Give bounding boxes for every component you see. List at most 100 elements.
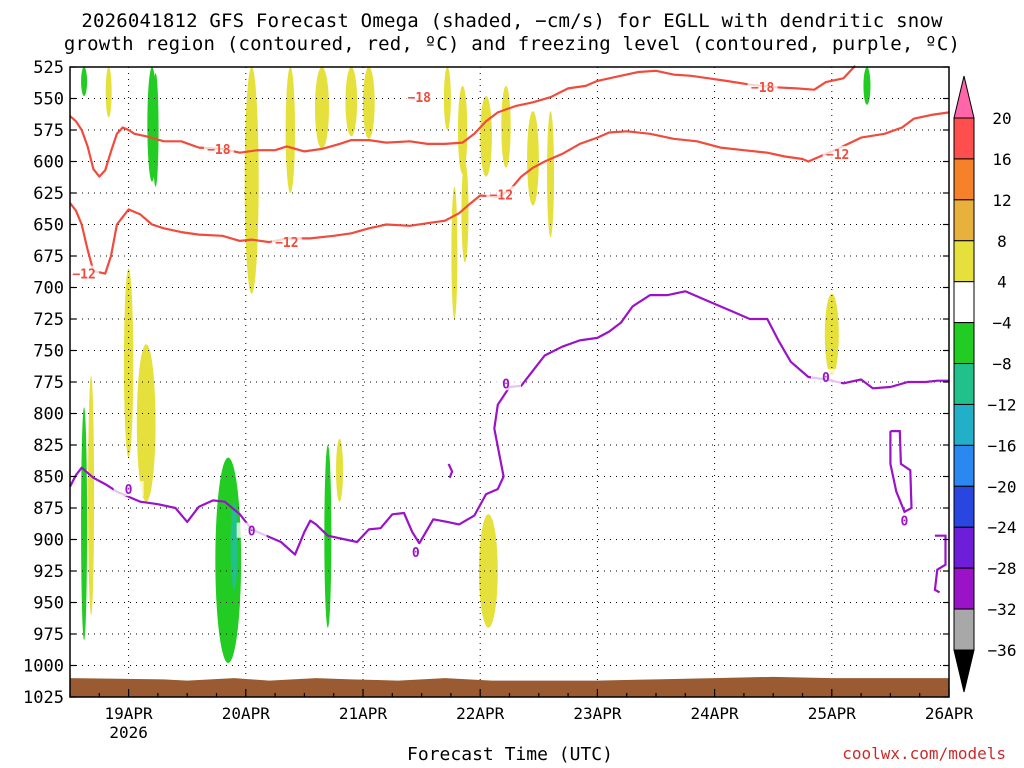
terrain-fill xyxy=(70,676,949,697)
y-tick-label: 900 xyxy=(33,531,64,551)
contour-label-background xyxy=(113,481,144,497)
colorbar-box xyxy=(953,240,975,283)
colorbar-box xyxy=(953,567,975,610)
x-tick-label: 23APR xyxy=(573,704,622,723)
colorbar-label: 8 xyxy=(997,232,1007,251)
contour-label-background xyxy=(810,368,841,384)
x-tick-sublabel: 2026 xyxy=(109,723,148,742)
colorbar-box xyxy=(953,485,975,528)
colorbar-box xyxy=(953,608,975,651)
contour-line-minus18 xyxy=(69,64,857,178)
x-axis-label: Forecast Time (UTC) xyxy=(407,744,613,765)
x-tick-label: 24APR xyxy=(691,704,740,723)
y-tick-label: 575 xyxy=(33,121,64,141)
chart-title-line-2: growth region (contoured, red, ºC) and f… xyxy=(63,33,961,55)
contour-label: −12 xyxy=(826,148,849,163)
contour-label: −12 xyxy=(72,268,95,283)
y-tick-label: 800 xyxy=(33,405,64,425)
contour-label-background xyxy=(69,265,100,281)
contour-label: 0 xyxy=(502,377,510,392)
colorbar-label: −8 xyxy=(992,355,1011,374)
colorbar-label: −20 xyxy=(988,477,1017,496)
colorbar-label: −12 xyxy=(988,395,1017,414)
axes: 525 550 575 600 625 650 675 700 725 750 775 800 825 8… xyxy=(23,58,973,742)
colorbar-bottom-arrow xyxy=(953,649,975,693)
contour-label: 0 xyxy=(822,371,830,386)
contour-label: 0 xyxy=(412,546,420,561)
contour-label-background xyxy=(486,186,517,202)
omega-shading xyxy=(81,66,871,663)
colorbar-box xyxy=(953,403,975,446)
y-tick-label: 850 xyxy=(33,468,64,488)
omega-shade-region xyxy=(527,111,539,206)
contour-line-minus12 xyxy=(69,111,950,275)
contour-label-background xyxy=(400,544,431,560)
y-tick-label: 1000 xyxy=(23,657,64,677)
freezing-level-island xyxy=(889,430,913,514)
contour-label: −18 xyxy=(751,81,775,96)
contour-line-0 xyxy=(69,290,949,556)
y-tick-label: 625 xyxy=(33,184,64,204)
x-tick-label: 20APR xyxy=(222,704,271,723)
colorbar-label: 4 xyxy=(997,273,1007,292)
chart-title-line-1: 2026041812 GFS Forecast Omega (shaded, −… xyxy=(81,10,943,32)
x-tick-label: 25APR xyxy=(808,704,857,723)
colorbar-label: −32 xyxy=(988,600,1017,619)
omega-shade-region xyxy=(501,85,511,168)
omega-shade-region xyxy=(824,293,839,376)
contour-label: −18 xyxy=(408,91,432,106)
colorbar-label: 16 xyxy=(992,150,1011,169)
credit-link[interactable]: coolwx.com/models xyxy=(842,744,1006,763)
omega-shade-region xyxy=(457,85,468,175)
y-tick-label: 925 xyxy=(33,562,64,582)
colorbar-label: −4 xyxy=(992,314,1011,333)
colorbar-label: −16 xyxy=(988,436,1017,455)
colorbar-label: −36 xyxy=(988,641,1017,660)
contour-label-background xyxy=(404,89,435,105)
y-tick-label: 550 xyxy=(33,90,64,110)
contour-label-background xyxy=(822,145,853,161)
omega-shade-region xyxy=(336,438,344,502)
colorbar: 20 16 12 8 4 −4 −8 −12 −16 −20 −24 −28 −32 −36 xyxy=(953,75,1017,693)
y-tick-label: 600 xyxy=(33,153,64,173)
y-tick-label: 750 xyxy=(33,342,64,362)
omega-shade-region xyxy=(363,67,375,139)
omega-shade-region xyxy=(461,161,469,263)
y-tick-label: 650 xyxy=(33,216,64,236)
y-tick-label: 775 xyxy=(33,373,64,393)
colorbar-label: 20 xyxy=(992,109,1011,128)
y-tick-label: 700 xyxy=(33,279,64,299)
omega-shade-region xyxy=(244,66,259,294)
contour-label-background xyxy=(889,512,920,528)
omega-shade-region xyxy=(230,501,238,590)
x-tick-label: 22APR xyxy=(456,704,505,723)
omega-shade-region xyxy=(105,67,112,118)
contour-label: 0 xyxy=(901,515,909,530)
colorbar-box xyxy=(953,363,975,405)
terrain-band xyxy=(70,676,949,697)
omega-shade-region xyxy=(152,73,159,187)
omega-shade-region xyxy=(81,407,88,641)
y-tick-label: 725 xyxy=(33,310,64,330)
contour-label: −12 xyxy=(490,188,513,203)
omega-shade-region xyxy=(547,111,555,238)
colorbar-box xyxy=(953,322,975,365)
freezing-level-island xyxy=(933,534,947,594)
omega-shade-region xyxy=(443,67,451,130)
colorbar-box xyxy=(953,526,975,569)
omega-shade-region xyxy=(314,67,330,149)
colorbar-box xyxy=(953,117,975,160)
colorbar-box xyxy=(953,158,975,201)
omega-shade-region xyxy=(88,375,95,616)
y-tick-label: 825 xyxy=(33,436,64,456)
omega-shade-region xyxy=(285,67,296,193)
y-tick-label: 525 xyxy=(33,58,64,78)
x-tick-label: 19APR xyxy=(105,704,154,723)
colorbar-top-arrow xyxy=(953,75,975,119)
contour-label: −18 xyxy=(207,143,231,158)
y-tick-label: 875 xyxy=(33,499,64,519)
y-tick-label: 975 xyxy=(33,625,64,645)
contour-label-background xyxy=(236,522,267,538)
y-tick-label: 950 xyxy=(33,594,64,614)
contour-lines: −18 −18 −18 −12 −12 −12 −12 0 0 0 0 0 0 xyxy=(69,64,950,594)
